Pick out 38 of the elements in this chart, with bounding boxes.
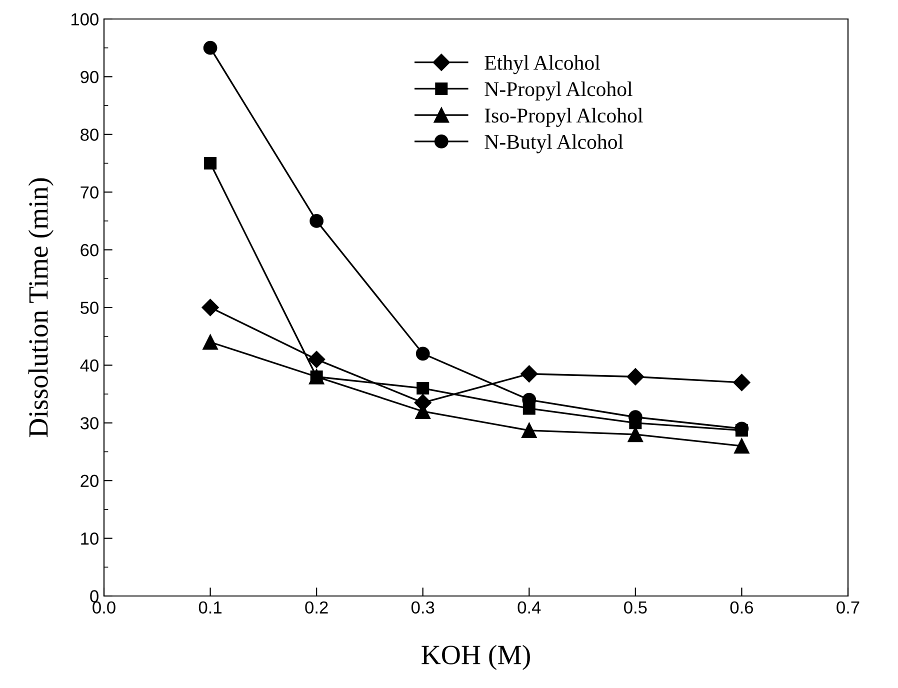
x-tick-label: 0.5 [624, 601, 647, 614]
point [733, 374, 750, 392]
y-axis-title: Dissolution Time (min) [28, 178, 54, 438]
x-tick-label: 0.4 [518, 601, 541, 614]
x-tick-label: 0.2 [305, 601, 328, 614]
x-axis-title: KOH (M) [422, 644, 530, 670]
y-tick-label: 70 [80, 186, 98, 199]
point [416, 346, 430, 361]
x-tick-label: 0.0 [92, 601, 116, 614]
y-tick-label: 30 [80, 417, 98, 430]
point [626, 368, 644, 386]
point [203, 40, 218, 55]
legend-label: N-Propyl Alcohol [484, 82, 632, 101]
y-tick-label: 40 [80, 359, 98, 372]
legend-label: Iso-Propyl Alcohol [484, 108, 643, 127]
legend-label: N-Butyl Alcohol [484, 134, 624, 154]
point [308, 350, 326, 368]
x-tick-label: 0.1 [198, 601, 222, 614]
point [520, 365, 538, 382]
y-tick-label: 80 [80, 128, 98, 141]
y-tick-label: 0 [90, 590, 98, 602]
y-tick-label: 100 [72, 13, 98, 26]
point [204, 157, 217, 170]
point [202, 298, 219, 316]
point [310, 214, 324, 228]
x-tick-label: 0.6 [730, 601, 754, 614]
legend-label: Ethyl Alcohol [484, 55, 600, 74]
x-tick-label: 0.3 [411, 601, 434, 614]
y-tick-label: 90 [80, 70, 98, 84]
point [416, 382, 430, 395]
y-tick-label: 10 [81, 532, 98, 545]
y-tick-label: 50 [80, 302, 98, 314]
point [202, 334, 218, 350]
point [734, 438, 750, 454]
y-tick-label: 20 [80, 474, 98, 488]
point [522, 422, 537, 438]
x-tick-label: 0.7 [836, 601, 860, 614]
y-tick-label: 60 [80, 244, 98, 256]
